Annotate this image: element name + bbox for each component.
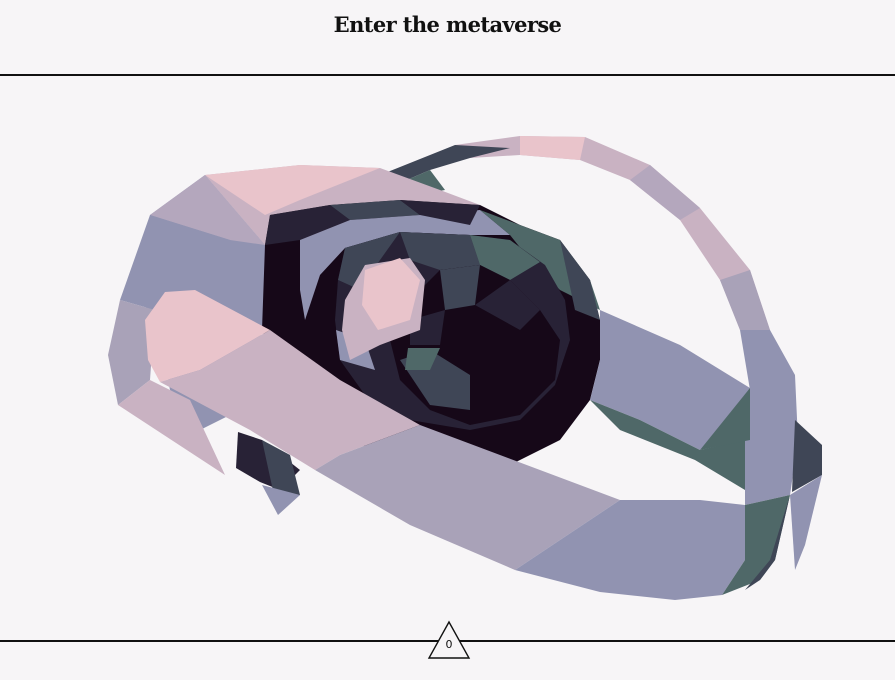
triangle-icon	[427, 620, 471, 659]
counter-value: 0	[445, 638, 453, 651]
vr-headset-model[interactable]	[0, 76, 895, 640]
page-title: Enter the metaverse	[333, 12, 562, 37]
3d-scene-canvas[interactable]	[0, 76, 895, 640]
counter-badge[interactable]: 0	[427, 620, 471, 660]
header: Enter the metaverse	[0, 0, 895, 76]
